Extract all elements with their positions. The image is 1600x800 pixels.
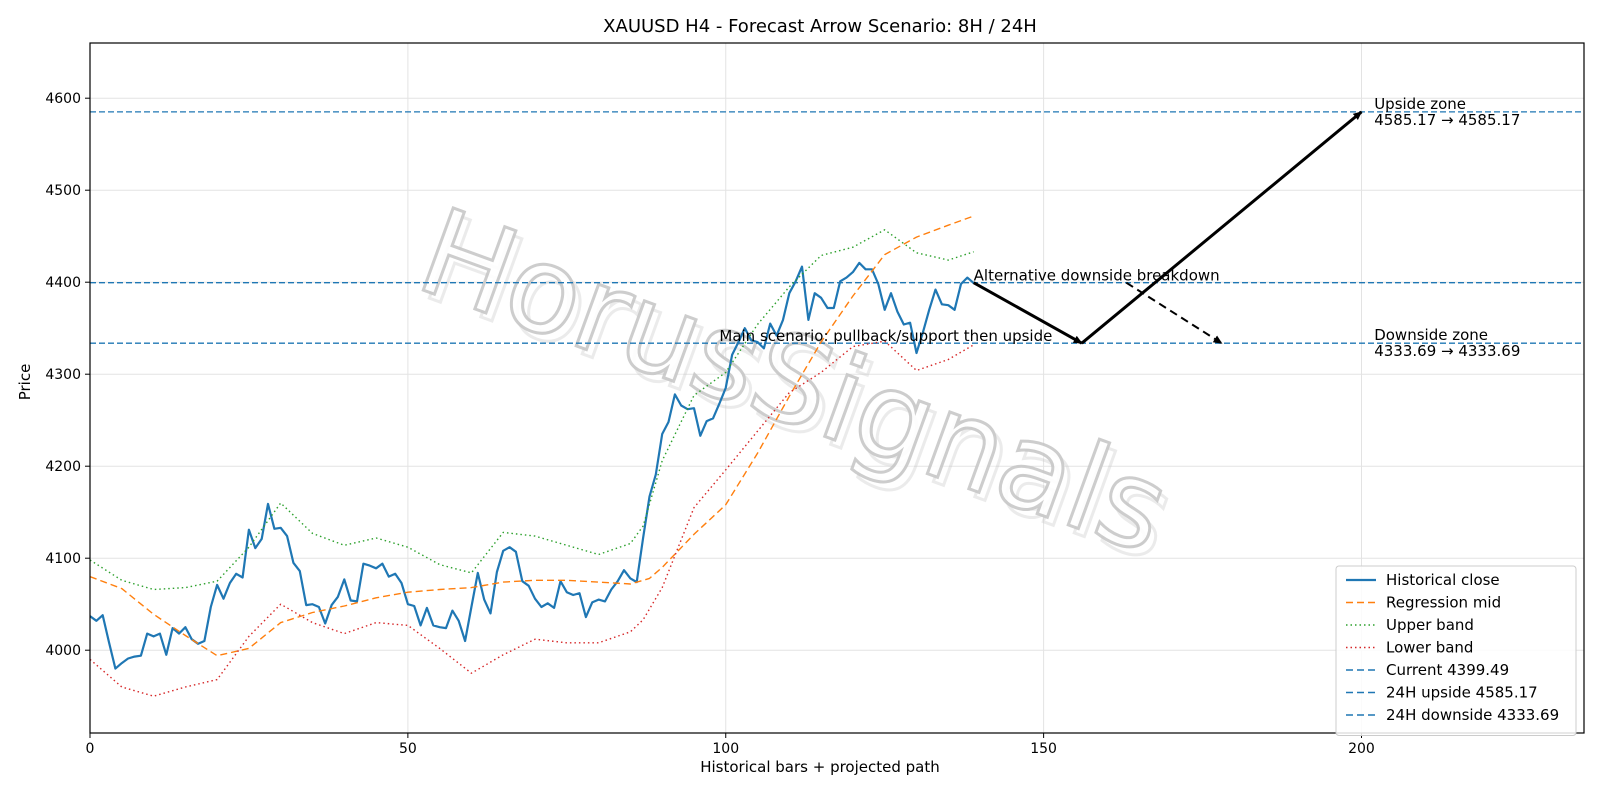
legend-label-5: 24H upside 4585.17 — [1386, 684, 1538, 702]
y-axis-title: Price — [16, 364, 34, 401]
legend-box — [1335, 565, 1577, 736]
y-tick-label: 4000 — [45, 643, 81, 659]
legend-label-6: 24H downside 4333.69 — [1386, 706, 1559, 724]
series-group — [90, 215, 975, 697]
annotation-subtext-2: 4585.17 → 4585.17 — [1374, 111, 1520, 129]
x-axis-title: Historical bars + projected path — [700, 758, 940, 776]
series-line-1 — [90, 215, 974, 657]
forecast-arrow-0 — [972, 281, 1083, 345]
annotation-text-0: Main scenario: pullback/support then ups… — [719, 327, 1052, 345]
legend-label-1: Regression mid — [1386, 594, 1501, 612]
annotation-text-2: Upside zone — [1374, 95, 1466, 113]
y-tick-label: 4400 — [45, 275, 81, 291]
series-line-3 — [90, 340, 975, 697]
y-tick-label: 4200 — [45, 459, 81, 475]
x-tick-label: 50 — [399, 741, 417, 757]
legend-label-0: Historical close — [1386, 571, 1500, 589]
x-tick-label: 200 — [1348, 741, 1375, 757]
forecast-arrow-2 — [1125, 281, 1223, 345]
y-tick-label: 4300 — [45, 367, 81, 383]
annotation-subtext-3: 4333.69 → 4333.69 — [1374, 342, 1520, 360]
axes-frame — [89, 42, 1585, 734]
y-tick-label: 4100 — [45, 551, 81, 567]
series-line-2 — [90, 229, 974, 591]
x-tick-label: 150 — [1030, 741, 1057, 757]
annotation-text-1: Alternative downside breakdown — [974, 267, 1220, 285]
annotation-text-3: Downside zone — [1374, 326, 1488, 344]
legend-label-2: Upper band — [1386, 616, 1474, 634]
legend-label-3: Lower band — [1386, 639, 1473, 657]
series-line-0 — [90, 261, 975, 670]
forecast-arrow-1 — [1080, 110, 1363, 345]
x-tick-label: 0 — [86, 741, 95, 757]
x-tick-label: 100 — [712, 741, 739, 757]
y-tick-label: 4600 — [45, 91, 81, 107]
chart-title: XAUUSD H4 - Forecast Arrow Scenario: 8H … — [603, 16, 1037, 37]
legend-label-4: Current 4399.49 — [1386, 661, 1509, 679]
y-tick-label: 4500 — [45, 183, 81, 199]
